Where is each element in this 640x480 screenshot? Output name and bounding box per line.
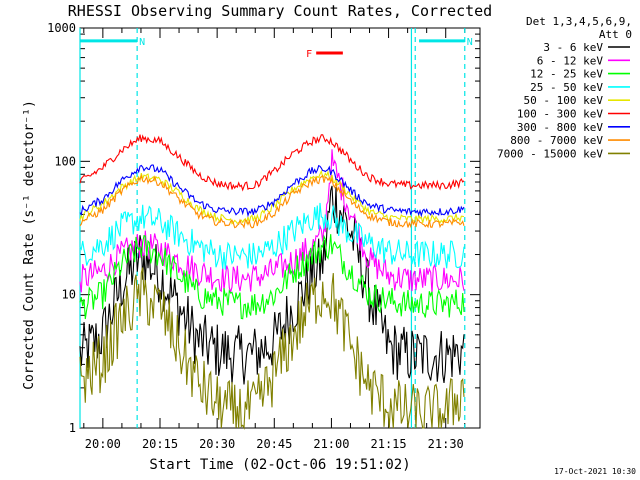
legend-label: 300 - 800 keV (517, 121, 603, 134)
legend-label: 50 - 100 keV (524, 94, 604, 107)
x-tick-label: 21:15 (371, 437, 407, 451)
legend-header-line-1: Det 1,3,4,5,6,9, (526, 15, 632, 28)
series-line (79, 234, 465, 320)
series-line (79, 149, 465, 294)
x-tick-label: 20:15 (142, 437, 178, 451)
legend-label: 800 - 7000 keV (510, 134, 603, 147)
series-line (79, 173, 465, 229)
legend-label: 3 - 6 keV (543, 41, 603, 54)
legend-label: 12 - 25 keV (530, 68, 603, 81)
y-tick-label: 100 (54, 154, 76, 168)
y-tick-label: 10 (62, 288, 76, 302)
plot-area: 1 10 100 1000 20:00 20:15 20:30 20:45 21:00 21:15… (47, 21, 481, 451)
flag-label: N (467, 37, 473, 48)
series-line (79, 134, 465, 192)
series-line (79, 267, 465, 431)
footer-timestamp: 17-Oct-2021 10:30 (554, 467, 636, 476)
plot-frame (79, 27, 481, 429)
chart-title: RHESSI Observing Summary Count Rates, Co… (68, 2, 492, 20)
series-line (79, 164, 465, 218)
series-line (79, 169, 465, 225)
legend-header: Det 1,3,4,5,6,9, Att 0 (526, 15, 632, 41)
flag-label: N (139, 37, 145, 48)
y-axis-label: Corrected Count Rate (s⁻¹ detector⁻¹) (22, 100, 37, 390)
legend-label: 100 - 300 keV (517, 108, 603, 121)
legend-header-line-2: Att 0 (599, 28, 632, 41)
y-tick-label: 1000 (47, 21, 76, 35)
legend-label: 6 - 12 keV (537, 54, 604, 67)
legend-label: 25 - 50 keV (530, 81, 603, 94)
flag-label: F (306, 49, 312, 60)
x-tick-label: 21:30 (428, 437, 464, 451)
x-tick-label: 20:45 (256, 437, 292, 451)
legend-label: 7000 - 15000 keV (497, 147, 603, 160)
y-tick-label: 1 (69, 421, 76, 435)
x-tick-label: 21:00 (313, 437, 349, 451)
x-tick-label: 20:30 (199, 437, 235, 451)
x-axis-label: Start Time (02-Oct-06 19:51:02) (149, 457, 410, 473)
x-tick-label: 20:00 (85, 437, 121, 451)
series-line (79, 202, 465, 270)
